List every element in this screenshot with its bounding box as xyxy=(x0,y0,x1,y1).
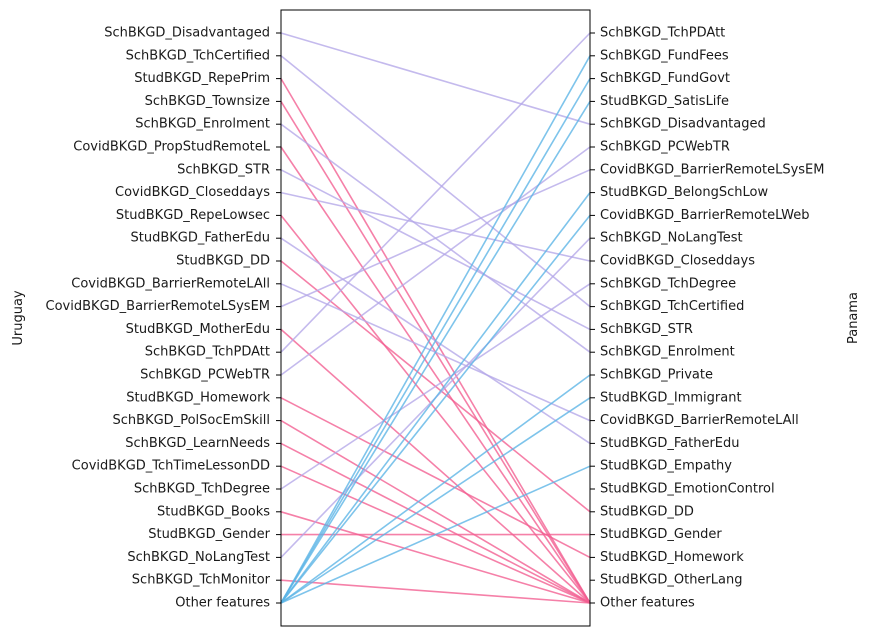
right-tick-label: CovidBKGD_Closeddays xyxy=(600,254,755,269)
right-tick-label: StudBKGD_Homework xyxy=(600,550,744,565)
right-tick-label: SchBKGD_Disadvantaged xyxy=(600,117,766,132)
left-tick-label: StudBKGD_RepePrim xyxy=(134,71,270,86)
connection-line-7 xyxy=(280,191,591,262)
right-tick-label: SchBKGD_NoLangTest xyxy=(600,231,743,246)
left-axis-label: Uruguay xyxy=(11,290,26,346)
right-tick-label: SchBKGD_TchDegree xyxy=(600,276,736,291)
connection-line-26 xyxy=(280,78,591,604)
left-tick-label: SchBKGD_TchCertified xyxy=(126,48,270,63)
connection-line-16 xyxy=(280,397,591,559)
left-tick-label: SchBKGD_LearnNeeds xyxy=(125,436,270,451)
connection-line-30 xyxy=(280,374,591,604)
right-tick-label: StudBKGD_DD xyxy=(600,504,694,519)
left-tick-label: StudBKGD_Books xyxy=(157,504,270,519)
connection-line-1 xyxy=(280,55,591,308)
connection-line-31 xyxy=(280,397,591,604)
left-tick-label: Other features xyxy=(175,596,270,611)
left-tick-label: SchBKGD_TchDegree xyxy=(134,482,270,497)
connection-line-18 xyxy=(280,442,591,604)
left-tick-label: CovidBKGD_BarrierRemoteLAll xyxy=(71,276,270,291)
plot-frame xyxy=(280,9,591,627)
left-tick-label: SchBKGD_PCWebTR xyxy=(140,368,270,383)
connection-line-24 xyxy=(280,579,591,604)
connection-line-20 xyxy=(280,283,591,490)
right-tick-label: SchBKGD_Enrolment xyxy=(600,345,735,360)
right-tick-label: StudBKGD_Gender xyxy=(600,527,722,542)
right-tick-label: Other features xyxy=(600,596,695,611)
left-tick-label: StudBKGD_DD xyxy=(176,254,270,269)
left-tick-label: CovidBKGD_TchTimeLessonDD xyxy=(72,459,270,474)
connection-line-29 xyxy=(280,214,591,604)
right-tick-label: CovidBKGD_BarrierRemoteLAll xyxy=(600,413,799,428)
right-tick-label: StudBKGD_EmotionControl xyxy=(600,482,775,497)
connection-line-32 xyxy=(280,465,591,604)
connection-line-27 xyxy=(280,100,591,604)
left-tick-label: SchBKGD_TchMonitor xyxy=(132,573,271,588)
connection-lines xyxy=(280,32,591,604)
right-tick-label: SchBKGD_STR xyxy=(600,322,693,337)
left-tick-label: CovidBKGD_BarrierRemoteLSysEM xyxy=(46,299,270,314)
left-tick-label: StudBKGD_FatherEdu xyxy=(130,231,270,246)
left-tick-label: SchBKGD_Townsize xyxy=(145,94,270,109)
left-tick-label: CovidBKGD_Closeddays xyxy=(115,185,270,200)
right-tick-label: StudBKGD_SatisLife xyxy=(600,94,729,109)
right-tick-label: SchBKGD_TchPDAtt xyxy=(600,26,725,41)
connection-line-0 xyxy=(280,32,591,125)
connection-line-17 xyxy=(280,419,591,604)
left-tick-label: SchBKGD_NoLangTest xyxy=(127,550,270,565)
left-tick-label: StudBKGD_MotherEdu xyxy=(126,322,270,337)
right-tick-label: SchBKGD_TchCertified xyxy=(600,299,744,314)
left-tick-label: SchBKGD_STR xyxy=(177,162,270,177)
right-tick-label: StudBKGD_Empathy xyxy=(600,459,732,474)
left-tick-label: SchBKGD_PolSocEmSkill xyxy=(113,413,270,428)
connection-line-13 xyxy=(280,328,591,604)
right-tick-label: StudBKGD_BelongSchLow xyxy=(600,185,768,200)
right-axis-label: Panama xyxy=(846,292,861,344)
connection-line-25 xyxy=(280,55,591,604)
connection-line-28 xyxy=(280,192,591,604)
connection-line-6 xyxy=(280,169,591,331)
left-tick-label: StudBKGD_RepeLowsec xyxy=(116,208,270,223)
left-tick-label: CovidBKGD_PropStudRemoteL xyxy=(73,140,270,155)
right-tick-label: CovidBKGD_BarrierRemoteLSysEM xyxy=(600,162,824,177)
connection-line-12 xyxy=(280,169,591,308)
right-tick-label: SchBKGD_PCWebTR xyxy=(600,140,730,155)
right-tick-label: StudBKGD_FatherEdu xyxy=(600,436,740,451)
right-tick-label: StudBKGD_Immigrant xyxy=(600,390,742,405)
right-tick-label: SchBKGD_FundGovt xyxy=(600,71,730,86)
left-axis-ticks: SchBKGD_Disadvantaged SchBKGD_TchCertifie… xyxy=(46,26,281,611)
right-tick-label: SchBKGD_FundFees xyxy=(600,48,729,63)
left-tick-label: SchBKGD_Enrolment xyxy=(135,117,270,132)
connection-line-5 xyxy=(280,146,591,604)
right-tick-label: StudBKGD_OtherLang xyxy=(600,573,742,588)
right-tick-label: SchBKGD_Private xyxy=(600,368,713,383)
right-axis-ticks: SchBKGD_TchPDAtt SchBKGD_FundFees SchBKGD_… xyxy=(590,26,824,611)
connection-line-14 xyxy=(280,32,591,353)
right-tick-label: CovidBKGD_BarrierRemoteLWeb xyxy=(600,208,809,223)
connection-line-21 xyxy=(280,511,591,604)
left-tick-label: SchBKGD_Disadvantaged xyxy=(104,26,270,41)
left-tick-label: StudBKGD_Gender xyxy=(148,527,270,542)
left-tick-label: SchBKGD_TchPDAtt xyxy=(145,345,270,360)
left-tick-label: StudBKGD_Homework xyxy=(126,390,270,405)
